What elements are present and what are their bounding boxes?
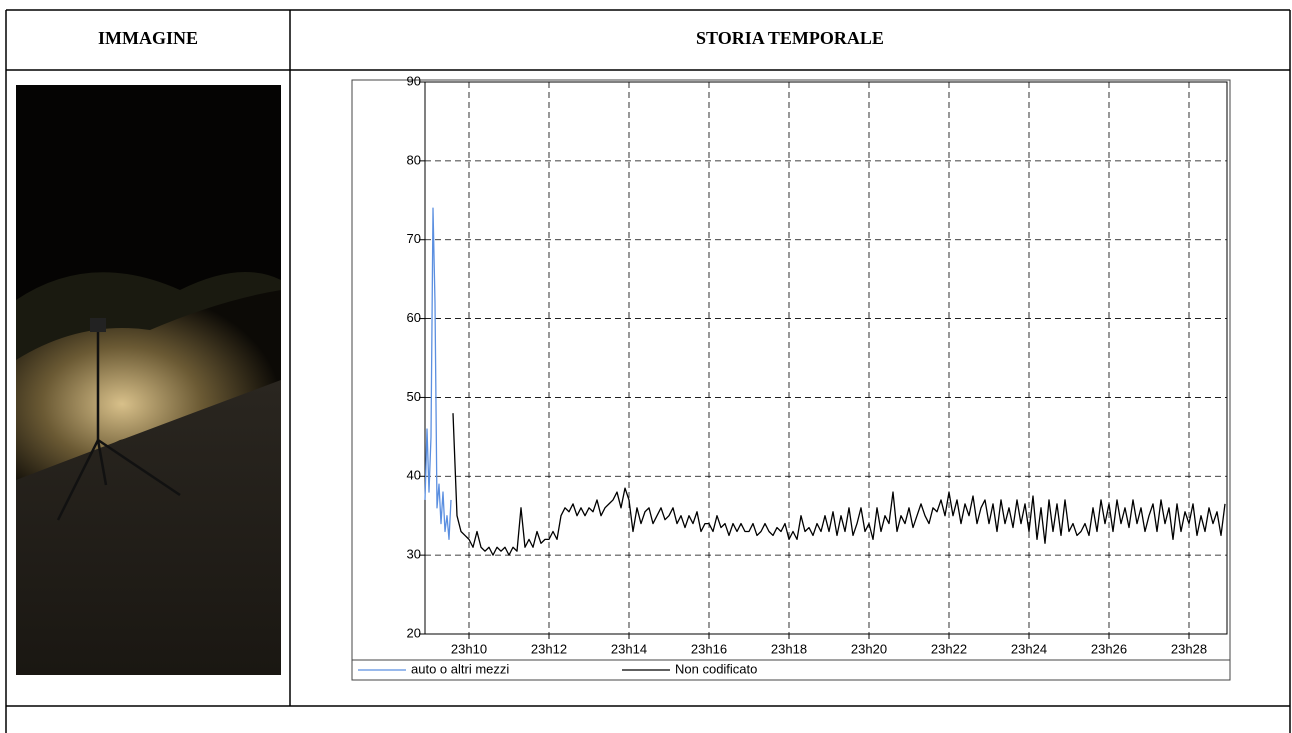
- series-line: [424, 207, 452, 541]
- y-tick-label: 50: [407, 389, 421, 404]
- plot-area: [424, 81, 1228, 635]
- y-tick-label: 60: [407, 310, 421, 325]
- x-tick-label: 23h16: [691, 641, 727, 656]
- x-tick-label: 23h22: [931, 641, 967, 656]
- x-tick-label: 23h28: [1171, 641, 1207, 656]
- x-tick-label: 23h24: [1011, 641, 1047, 656]
- x-tick-label: 23h14: [611, 641, 647, 656]
- x-tick-label: 23h18: [771, 641, 807, 656]
- y-tick-label: 40: [407, 468, 421, 483]
- y-tick-label: 90: [407, 73, 421, 88]
- photo: [16, 85, 281, 675]
- chart-frame: [351, 79, 1231, 681]
- legend-label: Non codificato: [675, 661, 757, 676]
- column-header: IMMAGINE: [98, 28, 198, 48]
- y-tick-label: 20: [407, 625, 421, 640]
- legend-label: auto o altri mezzi: [411, 661, 509, 676]
- x-tick-label: 23h10: [451, 641, 487, 656]
- y-tick-label: 70: [407, 231, 421, 246]
- x-tick-label: 23h20: [851, 641, 887, 656]
- series-line: [452, 413, 1226, 556]
- y-tick-label: 30: [407, 547, 421, 562]
- y-tick-label: 80: [407, 152, 421, 167]
- x-tick-label: 23h26: [1091, 641, 1127, 656]
- column-header: STORIA TEMPORALE: [696, 28, 884, 48]
- table-frame: [5, 9, 1291, 733]
- x-tick-label: 23h12: [531, 641, 567, 656]
